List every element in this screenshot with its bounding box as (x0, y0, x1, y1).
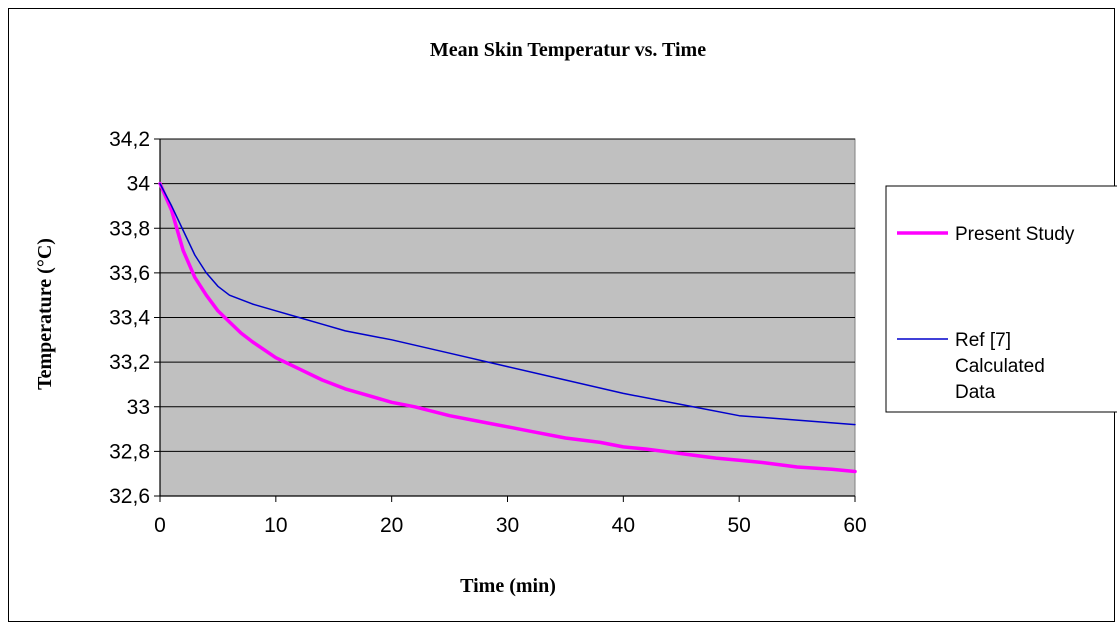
y-tick-label-4: 33,4 (109, 307, 150, 330)
y-tick-label-2: 33 (127, 396, 150, 419)
y-tick-label-1: 32,8 (109, 440, 150, 463)
y-tick-label-7: 34 (127, 173, 151, 196)
legend-label-1-line-1: Calculated (955, 356, 1045, 377)
x-tick-label-1: 10 (264, 514, 287, 537)
chart-title: Mean Skin Temperatur vs. Time (430, 39, 706, 61)
series-line-1 (159, 182, 856, 426)
legend-box (885, 185, 1117, 413)
x-axis-title: Time (min) (460, 575, 556, 597)
y-axis-ticks: 32,6 32,8 33 33,2 33,4 33,6 33,8 34 34,2 (109, 128, 160, 508)
series-line-0 (158, 181, 857, 474)
x-tick-label-6: 60 (843, 514, 866, 537)
x-tick-label-3: 30 (496, 514, 519, 537)
y-axis-title: Temperature (°C) (34, 238, 56, 390)
y-tick-label-3: 33,2 (109, 351, 150, 374)
y-tick-label-5: 33,6 (109, 262, 150, 285)
y-tick-label-6: 33,8 (109, 217, 150, 240)
x-tick-label-5: 50 (727, 514, 750, 537)
x-tick-label-2: 20 (380, 514, 403, 537)
y-tick-label-0: 32,6 (109, 485, 150, 508)
gridlines (159, 138, 855, 497)
legend-label-0: Present Study (955, 224, 1075, 245)
y-tick-label-8: 34,2 (109, 128, 150, 151)
x-tick-label-4: 40 (612, 514, 635, 537)
legend: Present Study Ref [7] Calculated Data (885, 185, 1117, 413)
x-axis-ticks: 0 10 20 30 40 50 60 (154, 496, 867, 537)
legend-label-1-line-2: Data (955, 382, 996, 403)
legend-label-1-line-0: Ref [7] (955, 330, 1011, 351)
series-lines (158, 181, 857, 474)
x-tick-label-0: 0 (154, 514, 166, 537)
